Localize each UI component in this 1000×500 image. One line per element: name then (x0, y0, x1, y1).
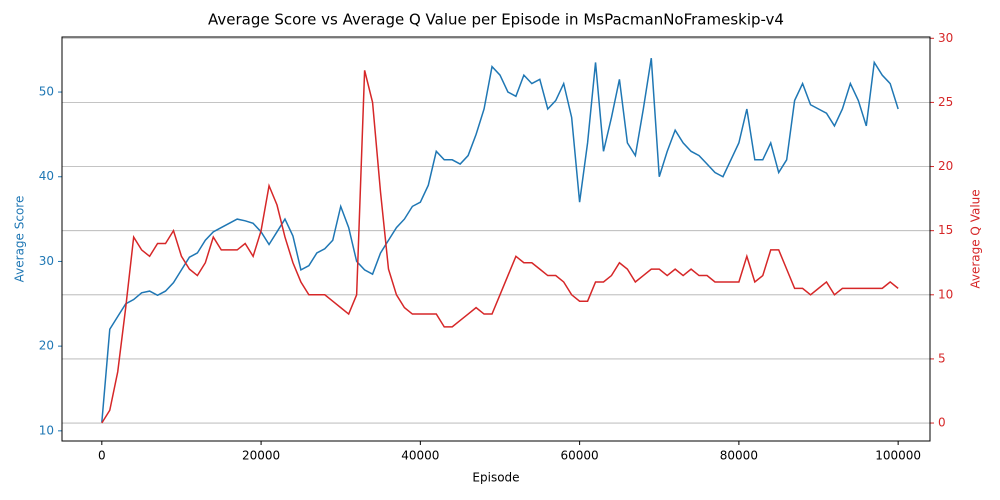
x-tick-label: 80000 (720, 449, 758, 463)
y-axis-label: Average Score (13, 196, 27, 283)
y2-tick-label: 0 (938, 416, 946, 430)
series-line (101, 58, 899, 423)
y2-tick-label: 15 (938, 223, 953, 237)
y-tick-label: 30 (39, 254, 54, 268)
series-line (101, 70, 899, 424)
y-tick-label: 10 (39, 423, 54, 437)
x-tick-label: 100000 (875, 449, 921, 463)
y2-axis-label: Average Q Value (969, 189, 983, 288)
y-tick-label: 20 (39, 339, 54, 353)
x-tick-label: 60000 (561, 449, 599, 463)
plot-frame (61, 36, 931, 442)
y2-tick-label: 30 (938, 31, 953, 45)
x-tick-label: 0 (98, 449, 106, 463)
chart-title: Average Score vs Average Q Value per Epi… (208, 11, 784, 29)
y-tick-label: 50 (39, 85, 54, 99)
y2-tick-label: 20 (938, 159, 953, 173)
x-tick-label: 20000 (242, 449, 280, 463)
y-tick-label: 40 (39, 169, 54, 183)
y2-tick-label: 25 (938, 95, 953, 109)
y2-tick-label: 5 (938, 351, 946, 365)
x-tick-label: 40000 (401, 449, 439, 463)
y2-tick-label: 10 (938, 287, 953, 301)
x-axis-label: Episode (472, 471, 519, 485)
